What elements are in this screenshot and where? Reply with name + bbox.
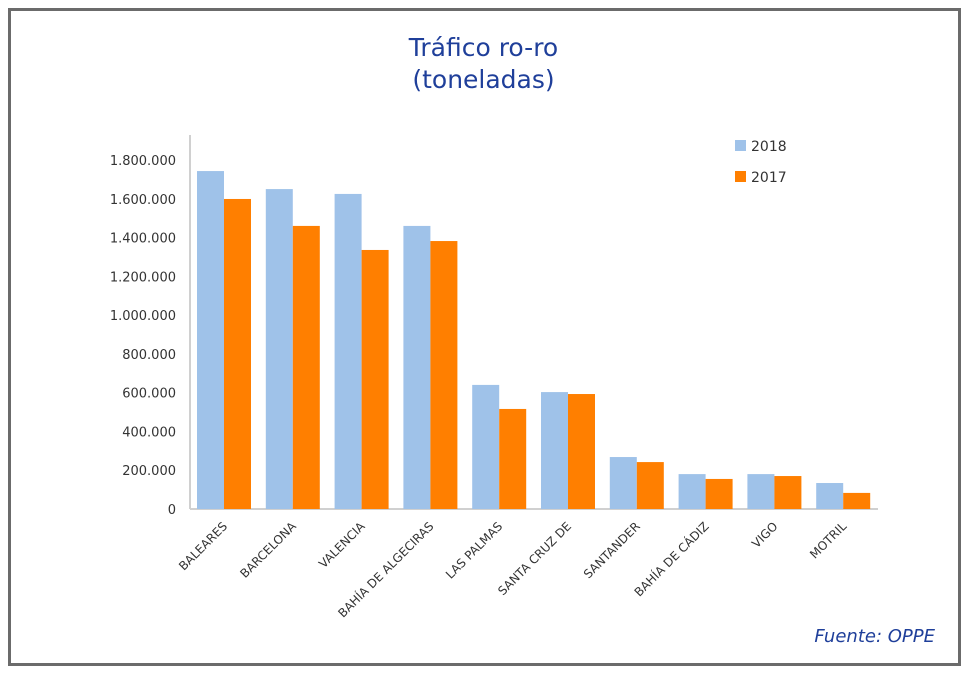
legend-label: 2017 bbox=[751, 170, 787, 186]
y-tick-label: 1.600.000 bbox=[110, 193, 176, 208]
bar-2017 bbox=[843, 492, 871, 509]
bar-2017 bbox=[430, 241, 458, 509]
y-tick-label: 1.800.000 bbox=[110, 154, 176, 169]
legend-swatch-2018 bbox=[735, 140, 746, 151]
bar-2017 bbox=[774, 476, 802, 509]
y-tick-label: 200.000 bbox=[122, 464, 176, 479]
x-tick-label: SANTANDER bbox=[581, 519, 643, 581]
x-tick-label: LAS PALMAS bbox=[443, 519, 505, 581]
bar-2018 bbox=[747, 474, 775, 509]
bar-2018 bbox=[197, 171, 224, 509]
y-tick-label: 600.000 bbox=[122, 387, 176, 402]
chart-subtitle: (toneladas) bbox=[412, 65, 555, 94]
y-tick-label: 1.000.000 bbox=[110, 309, 176, 324]
bar-2018 bbox=[403, 225, 431, 509]
y-tick-label: 400.000 bbox=[122, 425, 176, 440]
y-tick-label: 1.200.000 bbox=[110, 270, 176, 285]
source-note: Fuente: OPPE bbox=[814, 626, 935, 647]
legend-swatch-2017 bbox=[735, 171, 746, 182]
x-tick-label: BARCELONA bbox=[237, 519, 299, 581]
y-tick-label: 1.400.000 bbox=[110, 232, 176, 247]
bar-2017 bbox=[499, 408, 527, 509]
x-tick-label: BALEARES bbox=[176, 519, 230, 573]
x-tick-label: BAHÍA DE CÁDIZ bbox=[631, 519, 712, 600]
bar-2018 bbox=[334, 193, 362, 510]
y-tick-label: 800.000 bbox=[122, 348, 176, 363]
x-tick-label: SANTA CRUZ DE bbox=[495, 519, 574, 598]
bar-2018 bbox=[472, 384, 500, 509]
bar-2017 bbox=[361, 249, 389, 509]
bar-2017 bbox=[705, 478, 733, 509]
bar-2017 bbox=[292, 225, 320, 509]
bar-2018 bbox=[816, 483, 844, 509]
y-tick-label: 0 bbox=[168, 503, 176, 518]
chart-frame bbox=[8, 8, 961, 666]
x-tick-label: VALENCIA bbox=[316, 519, 368, 571]
x-tick-label: VIGO bbox=[749, 519, 780, 550]
bar-2017 bbox=[636, 462, 664, 509]
x-tick-label: MOTRIL bbox=[807, 519, 849, 561]
bar-2018 bbox=[678, 474, 706, 509]
bar-2018 bbox=[541, 392, 568, 509]
bar-2018 bbox=[609, 457, 637, 509]
bar-2017 bbox=[224, 198, 251, 509]
chart-title: Tráfico ro-ro bbox=[408, 33, 559, 62]
bar-2018 bbox=[265, 189, 293, 510]
legend-label: 2018 bbox=[751, 139, 787, 155]
bar-2017 bbox=[568, 394, 595, 509]
